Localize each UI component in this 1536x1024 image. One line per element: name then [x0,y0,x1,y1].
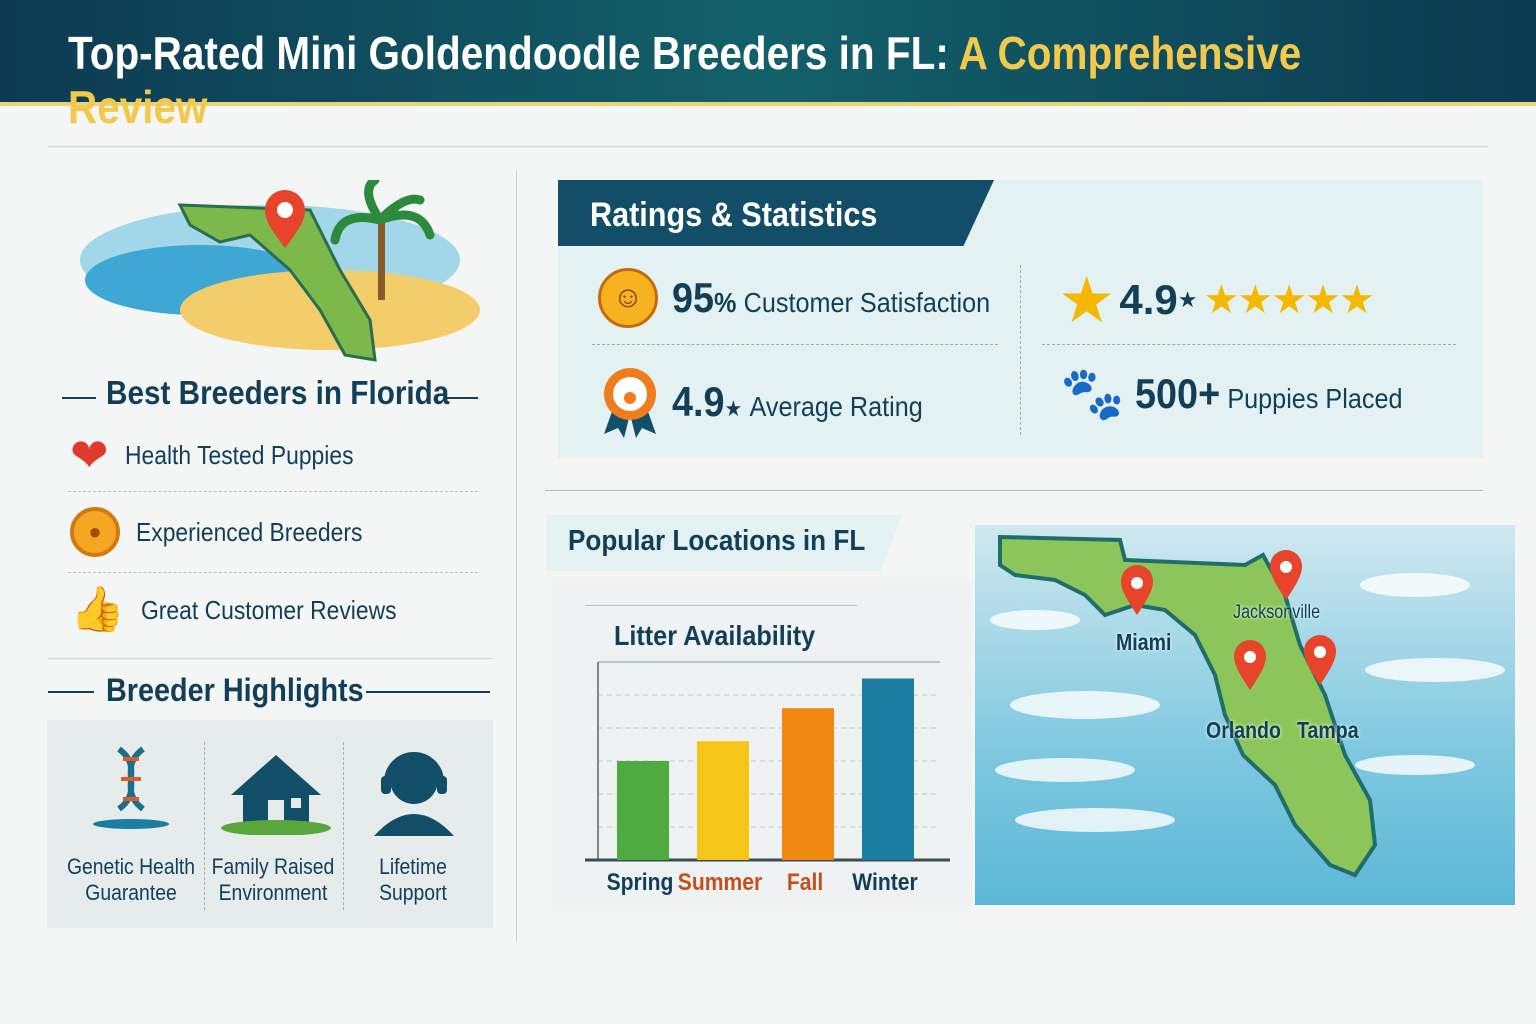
divider [68,572,478,573]
divider [1020,265,1021,435]
heart-check-icon: ❤ [70,429,109,481]
divider [68,491,478,492]
satisfaction-value: 95 [672,274,715,321]
breeder-highlights-title: Breeder Highlights [106,672,364,708]
city-label-tampa: Tampa [1297,717,1359,743]
divider [1042,344,1456,345]
feature-label: Health Tested Puppies [124,439,354,470]
house-icon [221,755,331,835]
puppies-value: 500+ [1134,370,1220,417]
highlight-family: Family Raised Environment [199,720,347,928]
title-main: Top-Rated Mini Goldendoodle Breeders in … [68,27,949,79]
divider [48,658,492,659]
stat-puppies: 🐾 500+ Puppies Placed [1060,368,1432,420]
divider [204,742,205,910]
bar-fall [782,708,834,860]
ratings-header [558,180,994,246]
city-label-orlando: Orlando [1206,717,1281,743]
stat-average: 4.9 ★ Average Rating [600,366,951,438]
highlight-label: Guarantee [85,880,177,905]
feature-reviews: 👍 Great Customer Reviews [70,580,480,640]
feature-experienced: ● Experienced Breeders [70,502,480,562]
bar-spring [617,761,669,860]
header-banner: Top-Rated Mini Goldendoodle Breeders in … [0,0,1536,133]
divider [343,742,344,910]
stat-stars: ★ 4.9 ★ ★★★★★ [1058,264,1375,336]
paw-icon: 🐾 [1060,365,1125,423]
x-tick-label: Summer [678,869,763,896]
highlight-label: Support [379,880,447,905]
column-divider [516,170,517,942]
smiley-icon: ☺ [598,268,658,328]
divider [48,146,1488,147]
best-breeders-title: Best Breeders in Florida [106,374,450,411]
thumbs-up-icon: 👍 [70,585,125,634]
five-star-rating: ★★★★★ [1203,278,1375,322]
title-highlight: A Comprehensive Review [68,27,1302,133]
satisfaction-unit: % [714,287,737,318]
feature-label: Experienced Breeders [136,516,363,547]
paw-badge-icon: ● [70,507,120,557]
highlights-panel: Genetic Health Guarantee Family Raised Env… [47,720,493,928]
average-value: 4.9 [672,378,725,425]
highlight-label: Genetic Health [66,854,196,879]
map-pins [1121,550,1336,690]
ratings-panel: Ratings & Statistics ☺ 95% Customer Satis… [558,180,1483,458]
feature-label: Great Customer Reviews [140,594,397,625]
highlight-label: Environment [218,880,328,905]
litter-availability-chart: Spring Summer Fall Winter [585,661,950,896]
highlight-support: Lifetime Support [339,720,487,928]
stat-satisfaction: ☺ 95% Customer Satisfaction [598,268,1026,328]
bar-summer [697,741,749,860]
divider [585,605,857,606]
city-label-miami: Miami [1116,629,1172,655]
stars-value: 4.9 [1119,276,1178,323]
puppies-label: Puppies Placed [1227,383,1403,414]
satisfaction-label: Customer Satisfaction [743,287,991,318]
ratings-title: Ratings & Statistics [590,196,878,234]
city-label-jacksonville: Jacksonville [1233,602,1321,623]
florida-beach-illustration [80,180,480,362]
florida-map: Miami Jacksonville Orlando Tampa [975,525,1515,905]
highlight-label: Lifetime [379,854,447,879]
divider [545,490,1483,491]
title-rule [366,691,490,693]
title-rule [48,691,94,693]
locations-header [547,515,902,571]
highlight-genetic: Genetic Health Guarantee [57,720,205,928]
locations-title: Popular Locations in FL [568,525,866,557]
highlight-label: Family Raised [211,854,335,879]
star-icon: ★ [1058,264,1116,336]
headset-support-icon [374,752,454,836]
page-title: Top-Rated Mini Goldendoodle Breeders in … [68,26,1360,134]
chart-title: Litter Availability [614,620,816,651]
dna-icon [93,746,169,829]
award-ribbon-icon [604,368,656,438]
x-tick-label: Fall [787,869,823,896]
title-rule [444,397,478,399]
bar-winter [862,678,914,860]
x-tick-label: Winter [852,869,918,896]
average-label: Average Rating [749,391,923,422]
title-rule [62,397,96,399]
x-tick-label: Spring [607,869,674,896]
divider [592,344,998,345]
feature-health-tested: ❤ Health Tested Puppies [70,425,480,485]
florida-map-graphic [990,534,1505,878]
